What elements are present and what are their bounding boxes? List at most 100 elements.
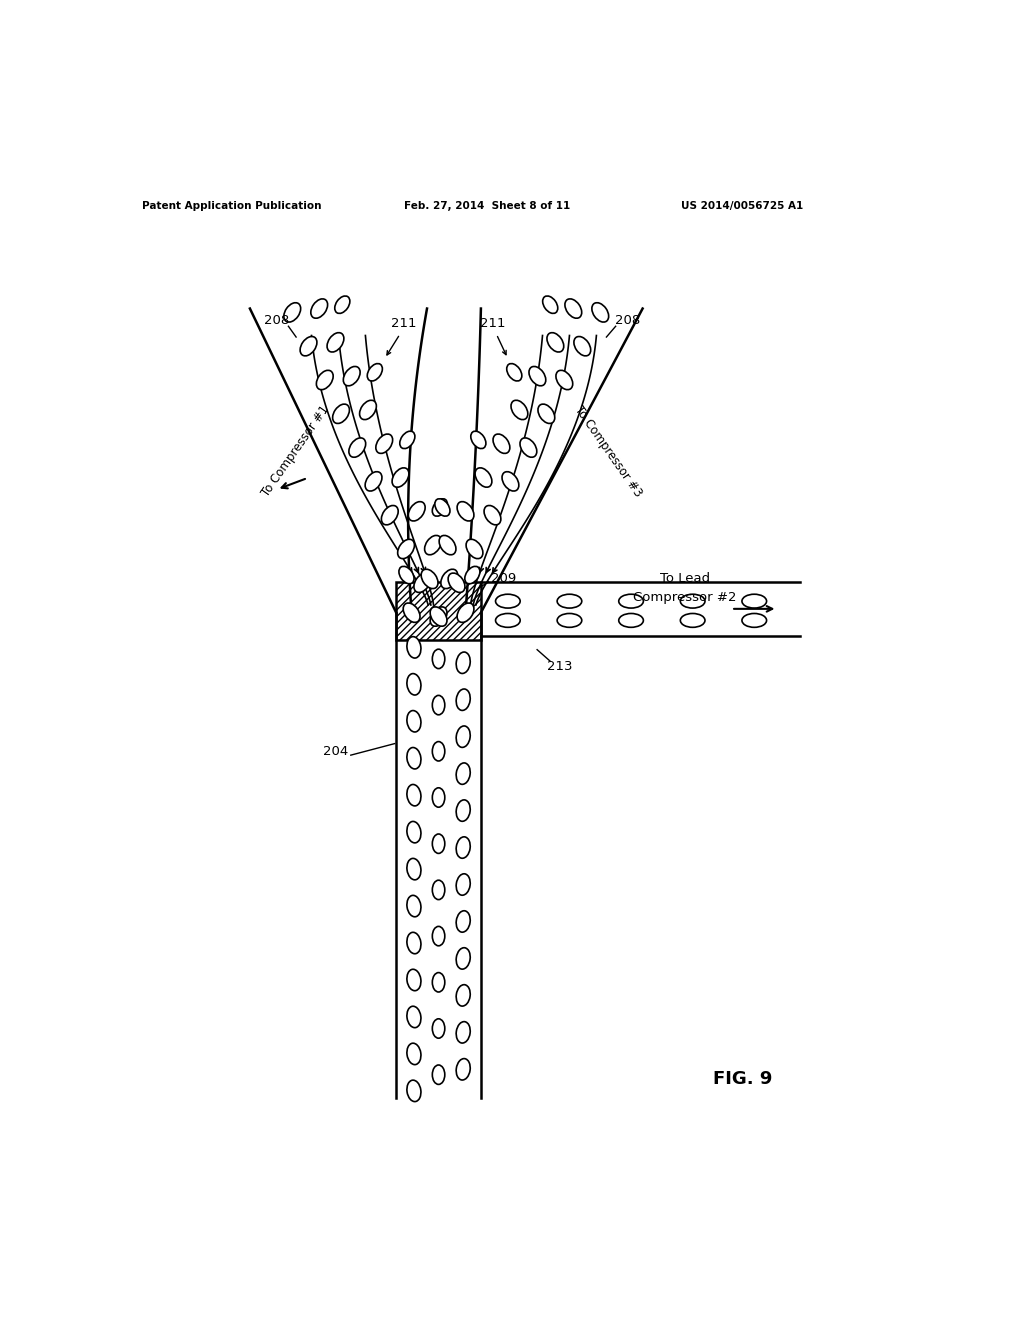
Ellipse shape bbox=[407, 784, 421, 807]
Ellipse shape bbox=[432, 742, 444, 762]
Ellipse shape bbox=[376, 434, 392, 453]
Ellipse shape bbox=[432, 499, 447, 516]
Ellipse shape bbox=[403, 603, 420, 623]
Ellipse shape bbox=[432, 834, 444, 854]
Ellipse shape bbox=[343, 367, 360, 385]
Ellipse shape bbox=[441, 569, 458, 589]
Text: 211: 211 bbox=[479, 317, 505, 330]
Ellipse shape bbox=[496, 614, 520, 627]
Ellipse shape bbox=[407, 821, 421, 843]
Ellipse shape bbox=[439, 536, 456, 554]
Text: 213: 213 bbox=[548, 660, 573, 673]
Text: FIG. 9: FIG. 9 bbox=[713, 1069, 772, 1088]
Ellipse shape bbox=[397, 540, 415, 558]
Ellipse shape bbox=[465, 566, 480, 583]
Ellipse shape bbox=[538, 404, 555, 424]
Ellipse shape bbox=[456, 948, 470, 969]
Ellipse shape bbox=[414, 573, 431, 593]
Ellipse shape bbox=[471, 432, 486, 449]
Ellipse shape bbox=[432, 973, 444, 993]
Ellipse shape bbox=[311, 298, 328, 318]
Ellipse shape bbox=[449, 573, 465, 593]
Ellipse shape bbox=[366, 471, 382, 491]
Ellipse shape bbox=[496, 594, 520, 609]
Ellipse shape bbox=[543, 296, 558, 313]
Text: Patent Application Publication: Patent Application Publication bbox=[142, 201, 322, 211]
Ellipse shape bbox=[432, 927, 444, 946]
Ellipse shape bbox=[618, 614, 643, 627]
Ellipse shape bbox=[456, 1059, 470, 1080]
Ellipse shape bbox=[335, 296, 350, 313]
Ellipse shape bbox=[592, 302, 608, 322]
Ellipse shape bbox=[432, 1019, 444, 1039]
Ellipse shape bbox=[316, 371, 333, 389]
Ellipse shape bbox=[409, 502, 425, 521]
Text: 208: 208 bbox=[264, 314, 290, 326]
Ellipse shape bbox=[407, 858, 421, 880]
Text: 208: 208 bbox=[614, 314, 640, 326]
Ellipse shape bbox=[407, 932, 421, 954]
Text: To Lead: To Lead bbox=[659, 572, 710, 585]
Ellipse shape bbox=[456, 800, 470, 821]
Ellipse shape bbox=[484, 506, 501, 525]
Text: US 2014/0056725 A1: US 2014/0056725 A1 bbox=[681, 201, 804, 211]
Ellipse shape bbox=[680, 614, 705, 627]
Ellipse shape bbox=[407, 710, 421, 733]
Ellipse shape bbox=[432, 1065, 444, 1085]
Ellipse shape bbox=[407, 895, 421, 917]
Ellipse shape bbox=[456, 689, 470, 710]
Ellipse shape bbox=[456, 911, 470, 932]
Text: 209: 209 bbox=[490, 572, 516, 585]
Ellipse shape bbox=[456, 726, 470, 747]
Text: 204: 204 bbox=[324, 744, 348, 758]
Ellipse shape bbox=[493, 434, 510, 453]
Ellipse shape bbox=[284, 302, 301, 322]
Text: To Compressor #3: To Compressor #3 bbox=[571, 403, 644, 499]
Ellipse shape bbox=[573, 337, 591, 356]
Ellipse shape bbox=[432, 880, 444, 900]
Ellipse shape bbox=[432, 696, 444, 715]
Ellipse shape bbox=[407, 747, 421, 770]
Ellipse shape bbox=[407, 636, 421, 659]
Ellipse shape bbox=[511, 400, 527, 420]
Ellipse shape bbox=[407, 969, 421, 991]
Ellipse shape bbox=[381, 506, 398, 525]
Ellipse shape bbox=[300, 337, 316, 356]
Ellipse shape bbox=[359, 400, 377, 420]
Text: Compressor #2: Compressor #2 bbox=[633, 591, 736, 603]
Text: Feb. 27, 2014  Sheet 8 of 11: Feb. 27, 2014 Sheet 8 of 11 bbox=[403, 201, 570, 211]
Ellipse shape bbox=[421, 569, 438, 589]
Ellipse shape bbox=[432, 788, 444, 808]
Ellipse shape bbox=[407, 1043, 421, 1065]
Ellipse shape bbox=[457, 603, 474, 623]
Ellipse shape bbox=[547, 333, 564, 352]
Text: 211: 211 bbox=[391, 317, 417, 330]
Ellipse shape bbox=[425, 536, 441, 554]
Ellipse shape bbox=[368, 363, 382, 381]
Ellipse shape bbox=[435, 499, 450, 516]
Ellipse shape bbox=[456, 1022, 470, 1043]
Ellipse shape bbox=[457, 502, 474, 521]
Ellipse shape bbox=[475, 467, 492, 487]
Ellipse shape bbox=[392, 467, 409, 487]
Ellipse shape bbox=[456, 763, 470, 784]
Ellipse shape bbox=[557, 594, 582, 609]
Ellipse shape bbox=[456, 874, 470, 895]
Ellipse shape bbox=[742, 594, 767, 609]
Ellipse shape bbox=[529, 367, 546, 385]
Bar bbox=[396, 582, 481, 640]
Ellipse shape bbox=[618, 594, 643, 609]
Ellipse shape bbox=[349, 438, 366, 457]
Text: To Compressor #1: To Compressor #1 bbox=[260, 403, 333, 499]
Ellipse shape bbox=[327, 333, 344, 352]
Ellipse shape bbox=[407, 673, 421, 696]
Ellipse shape bbox=[557, 614, 582, 627]
Ellipse shape bbox=[456, 652, 470, 673]
Ellipse shape bbox=[432, 649, 444, 669]
Ellipse shape bbox=[507, 363, 522, 381]
Ellipse shape bbox=[430, 607, 446, 626]
Ellipse shape bbox=[742, 614, 767, 627]
Ellipse shape bbox=[466, 540, 483, 558]
Ellipse shape bbox=[399, 566, 414, 583]
Ellipse shape bbox=[556, 371, 572, 389]
